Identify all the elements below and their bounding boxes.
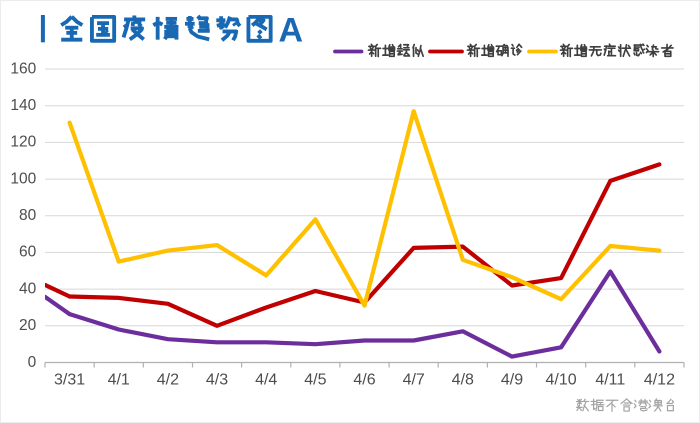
svg-text:60: 60: [19, 244, 37, 261]
svg-text:0: 0: [28, 354, 37, 371]
svg-text:160: 160: [10, 60, 36, 77]
svg-text:4/10: 4/10: [546, 372, 577, 389]
svg-text:140: 140: [10, 97, 36, 114]
svg-text:3/31: 3/31: [54, 372, 85, 389]
svg-text:4/4: 4/4: [255, 372, 277, 389]
svg-text:20: 20: [19, 317, 37, 334]
svg-text:4/9: 4/9: [501, 372, 523, 389]
svg-text:4/6: 4/6: [353, 372, 375, 389]
svg-text:4/2: 4/2: [157, 372, 179, 389]
svg-text:80: 80: [19, 207, 37, 224]
svg-text:4/8: 4/8: [452, 372, 474, 389]
svg-text:4/1: 4/1: [108, 372, 130, 389]
svg-text:4/12: 4/12: [644, 372, 675, 389]
svg-text:4/3: 4/3: [206, 372, 228, 389]
svg-text:40: 40: [19, 280, 37, 297]
svg-text:100: 100: [10, 170, 36, 187]
svg-text:4/7: 4/7: [403, 372, 425, 389]
svg-text:4/11: 4/11: [595, 372, 625, 389]
svg-text:4/5: 4/5: [304, 372, 326, 389]
svg-text:A: A: [279, 11, 304, 49]
svg-text:120: 120: [10, 134, 36, 151]
